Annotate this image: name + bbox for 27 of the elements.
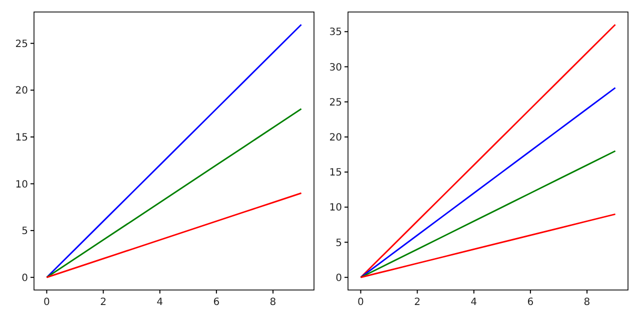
y-tick-label: 20 xyxy=(15,86,28,97)
x-tick-label: 4 xyxy=(470,297,478,308)
x-tick-label: 4 xyxy=(156,297,164,308)
y-tick-label: 10 xyxy=(329,202,342,214)
y-tick-label: 20 xyxy=(329,132,342,144)
x-tick-label: 2 xyxy=(100,297,106,308)
y-tick-label: 25 xyxy=(329,97,342,108)
x-tick-label: 6 xyxy=(527,297,534,308)
x-tick-label: 8 xyxy=(270,297,276,308)
line-series xyxy=(46,108,302,278)
line-series xyxy=(46,24,302,278)
y-tick-label: 15 xyxy=(329,168,342,179)
y-tick-label: 10 xyxy=(15,179,28,190)
line-series xyxy=(46,192,302,278)
x-tick-label: 6 xyxy=(213,297,220,308)
y-tick-label: 0 xyxy=(22,272,28,284)
y-tick-label: 35 xyxy=(329,27,342,38)
x-tick-label: 8 xyxy=(584,297,590,308)
y-tick-label: 15 xyxy=(15,132,28,144)
x-tick-label: 0 xyxy=(44,297,50,308)
y-tick-label: 5 xyxy=(22,226,28,238)
y-tick-label: 25 xyxy=(15,38,28,50)
x-tick-label: 0 xyxy=(358,297,364,308)
y-tick-label: 30 xyxy=(329,62,342,74)
x-tick-label: 2 xyxy=(414,297,420,308)
y-tick-label: 0 xyxy=(336,272,342,284)
y-tick-label: 5 xyxy=(336,238,342,249)
